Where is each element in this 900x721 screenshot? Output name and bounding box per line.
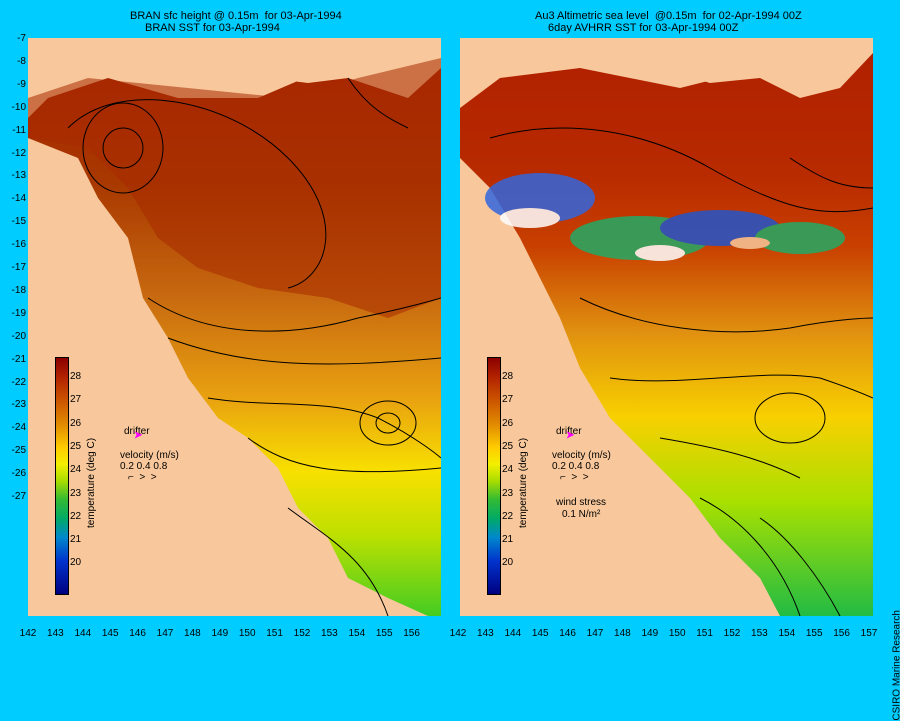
x-tick-label: 150 [238,628,256,639]
x-tick-label: 155 [805,628,823,639]
x-tick-label: 148 [184,628,201,639]
velocity-arrow-icons: ⌐ > > [560,472,589,483]
right-drifter-label: drifter [556,426,582,437]
y-tick-label: -13 [11,170,26,182]
colorbar-tick-label: 28 [502,371,514,382]
x-tick-label: 145 [531,628,549,639]
right-velocity-scale: 0.2 0.4 0.8 [552,461,600,472]
left-velocity-label: velocity (m/s) [120,450,179,461]
left-velocity-scale: 0.2 0.4 0.8 [120,461,168,472]
x-tick-label: 147 [586,628,604,639]
y-tick-label: -14 [11,193,26,205]
y-tick-label: -8 [17,55,26,67]
drifter-arrow-icon: ➤ [134,430,143,441]
y-tick-label: -18 [11,284,26,296]
credit-label: CSIRO Marine Research [892,610,900,721]
x-tick-label: 149 [211,628,229,639]
x-tick-label: 151 [266,628,283,639]
wind-stress-scale: 0.1 N/m² [562,509,601,520]
x-tick-label: 146 [129,628,146,639]
x-tick-label: 154 [778,628,796,639]
y-tick-label: -7 [17,33,26,44]
y-tick-label: -15 [11,216,26,228]
left-colorbar [55,357,69,595]
x-tick-label: 151 [696,628,713,639]
x-tick-label: 153 [751,628,768,639]
left-title-line2: BRAN SST for 03-Apr-1994 [145,22,280,34]
y-tick-label: -19 [11,307,26,319]
wind-stress-label: wind stress [556,497,607,508]
left-colorbar-label: temperature (deg C) [86,437,97,528]
y-tick-label: -21 [11,353,26,365]
drifter-arrow-icon: ➤ [566,430,575,441]
colorbar-tick-label: 24 [502,464,514,476]
right-colorbar-label: temperature (deg C) [518,437,529,528]
left-title-line1: BRAN sfc height @ 0.15m for 03-Apr-1994 [130,10,342,22]
x-tick-label: 143 [477,628,494,639]
png-land [460,38,873,98]
colorbar-tick-label: 20 [70,557,82,569]
right-colorbar [487,357,501,595]
colorbar-tick-label: 22 [502,510,514,522]
colorbar-tick-label: 25 [70,440,82,452]
x-tick-label: 146 [559,628,576,639]
x-tick-label: 156 [833,628,850,639]
x-tick-label: 144 [504,628,522,639]
colorbar-tick-label: 22 [70,510,82,522]
x-tick-label: 143 [47,628,64,639]
y-tick-label: -17 [11,262,26,273]
colorbar-tick-label: 21 [502,534,514,546]
colorbar-tick-label: 20 [502,557,514,569]
colorbar-tick-label: 21 [70,534,82,546]
colorbar-tick-label: 26 [502,417,514,429]
colorbar-tick-label: 24 [70,464,82,476]
y-tick-label: -26 [11,468,26,480]
x-tick-label: 152 [293,628,311,639]
colorbar-tick-label: 23 [502,487,514,499]
x-tick-label: 155 [375,628,393,639]
y-tick-label: -25 [11,445,26,457]
x-tick-label: 154 [348,628,366,639]
x-tick-label: 152 [723,628,741,639]
png-land [28,38,441,98]
colorbar-tick-label: 27 [502,394,514,406]
left-drifter-label: drifter [124,426,150,437]
y-tick-label: -24 [11,422,26,434]
x-tick-label: 144 [74,628,92,639]
right-title-line1: Au3 Altimetric sea level @0.15m for 02-A… [535,10,802,22]
x-tick-label: 147 [156,628,174,639]
colorbar-tick-label: 26 [70,417,82,429]
x-tick-label: 145 [101,628,119,639]
y-tick-label: -16 [11,239,26,251]
y-tick-label: -22 [11,376,26,388]
left-map-panel [28,38,441,616]
x-tick-label: 157 [860,628,878,639]
cloud-gap-band [485,173,845,261]
y-tick-label: -23 [11,399,26,411]
velocity-arrow-icons: ⌐ > > [128,472,157,483]
colorbar-tick-label: 25 [502,440,514,452]
y-tick-label: -12 [11,147,26,159]
right-map-panel [460,38,873,616]
y-tick-label: -27 [11,491,26,502]
x-tick-label: 142 [449,628,467,639]
colorbar-tick-label: 28 [70,371,82,382]
y-tick-label: -9 [17,78,26,90]
right-velocity-label: velocity (m/s) [552,450,611,461]
x-tick-label: 149 [641,628,659,639]
right-title-line2: 6day AVHRR SST for 03-Apr-1994 00Z [548,22,739,34]
x-tick-label: 150 [668,628,686,639]
x-tick-label: 156 [403,628,420,639]
x-tick-label: 153 [321,628,338,639]
colorbar-tick-label: 23 [70,487,82,499]
x-tick-label: 142 [19,628,37,639]
x-tick-label: 148 [614,628,631,639]
y-tick-label: -11 [12,124,26,136]
colorbar-tick-label: 27 [70,394,82,406]
y-tick-label: -20 [11,330,26,342]
y-tick-label: -10 [11,101,26,113]
